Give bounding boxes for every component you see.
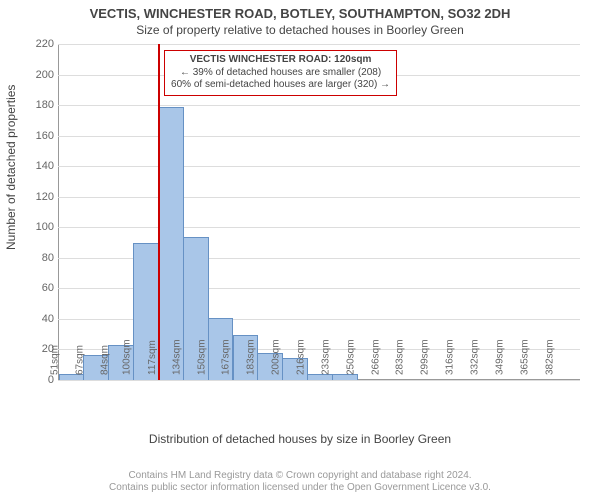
callout-box: VECTIS WINCHESTER ROAD: 120sqm← 39% of d… bbox=[164, 50, 397, 96]
x-tick-label: 200sqm bbox=[271, 339, 282, 375]
y-tick-label: 140 bbox=[36, 160, 58, 172]
footer-line-2: Contains public sector information licen… bbox=[0, 482, 600, 494]
footer: Contains HM Land Registry data © Crown c… bbox=[0, 470, 600, 494]
x-tick-label: 134sqm bbox=[171, 339, 182, 375]
y-tick-label: 0 bbox=[48, 374, 58, 386]
x-tick-label: 316sqm bbox=[445, 339, 456, 375]
x-tick-label: 349sqm bbox=[495, 339, 506, 375]
x-tick-label: 183sqm bbox=[246, 339, 257, 375]
y-axis-label: Number of detached properties bbox=[4, 85, 18, 250]
x-tick-label: 117sqm bbox=[147, 340, 158, 375]
gridline bbox=[58, 44, 580, 45]
x-tick-label: 150sqm bbox=[196, 339, 207, 375]
x-tick-label: 299sqm bbox=[420, 339, 431, 375]
chart-container: VECTIS, WINCHESTER ROAD, BOTLEY, SOUTHAM… bbox=[0, 0, 600, 500]
gridline bbox=[58, 197, 580, 198]
x-tick-label: 283sqm bbox=[395, 339, 406, 375]
x-tick-label: 382sqm bbox=[544, 339, 555, 375]
title-main: VECTIS, WINCHESTER ROAD, BOTLEY, SOUTHAM… bbox=[0, 6, 600, 21]
title-sub: Size of property relative to detached ho… bbox=[0, 23, 600, 37]
y-tick-label: 220 bbox=[36, 38, 58, 50]
x-tick-label: 365sqm bbox=[519, 339, 530, 375]
y-tick-label: 200 bbox=[36, 69, 58, 81]
x-axis-label: Distribution of detached houses by size … bbox=[0, 432, 600, 446]
x-tick-label: 67sqm bbox=[75, 345, 86, 375]
x-tick-label: 84sqm bbox=[100, 345, 111, 375]
gridline bbox=[58, 166, 580, 167]
x-tick-label: 250sqm bbox=[345, 339, 356, 375]
x-tick-label: 266sqm bbox=[370, 339, 381, 375]
y-tick-label: 80 bbox=[42, 252, 58, 264]
footer-line-1: Contains HM Land Registry data © Crown c… bbox=[0, 470, 600, 482]
x-tick-label: 167sqm bbox=[221, 339, 232, 375]
gridline bbox=[58, 136, 580, 137]
titles: VECTIS, WINCHESTER ROAD, BOTLEY, SOUTHAM… bbox=[0, 0, 600, 37]
y-tick-label: 160 bbox=[36, 130, 58, 142]
highlight-line bbox=[158, 44, 160, 380]
y-tick-label: 180 bbox=[36, 99, 58, 111]
x-tick-label: 233sqm bbox=[321, 339, 332, 375]
x-tick-label: 216sqm bbox=[296, 339, 307, 375]
gridline bbox=[58, 105, 580, 106]
gridline bbox=[58, 380, 580, 381]
callout-line: ← 39% of detached houses are smaller (20… bbox=[171, 67, 390, 80]
x-tick-label: 100sqm bbox=[122, 339, 133, 375]
plot-area: 02040608010012014016018020022051sqm67sqm… bbox=[58, 44, 580, 380]
callout-line: VECTIS WINCHESTER ROAD: 120sqm bbox=[171, 54, 390, 67]
y-tick-label: 100 bbox=[36, 221, 58, 233]
y-tick-label: 60 bbox=[42, 282, 58, 294]
callout-line: 60% of semi-detached houses are larger (… bbox=[171, 79, 390, 92]
bar bbox=[307, 374, 333, 380]
bar bbox=[332, 374, 358, 380]
y-tick-label: 120 bbox=[36, 191, 58, 203]
bar bbox=[59, 374, 85, 380]
y-axis-line bbox=[58, 44, 59, 380]
x-tick-label: 51sqm bbox=[50, 345, 61, 375]
y-tick-label: 40 bbox=[42, 313, 58, 325]
x-tick-label: 332sqm bbox=[470, 339, 481, 375]
gridline bbox=[58, 227, 580, 228]
